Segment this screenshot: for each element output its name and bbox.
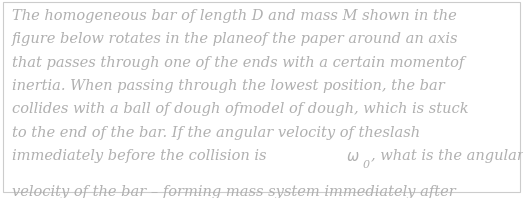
Text: velocity of the bar – forming mass system immediately after: velocity of the bar – forming mass syste… xyxy=(12,185,455,198)
Text: The homogeneous bar of length D and mass M shown in the: The homogeneous bar of length D and mass… xyxy=(12,9,456,23)
Text: , what is the angular: , what is the angular xyxy=(370,149,523,163)
Text: figure below rotates in the planeof the paper around an axis: figure below rotates in the planeof the … xyxy=(12,32,458,46)
Text: inertia. When passing through the lowest position, the bar: inertia. When passing through the lowest… xyxy=(12,79,444,93)
Text: immediately before the collision is: immediately before the collision is xyxy=(12,149,270,163)
Text: to the end of the bar. If the angular velocity of theslash: to the end of the bar. If the angular ve… xyxy=(12,126,419,140)
Text: $\it{\omega}$: $\it{\omega}$ xyxy=(346,149,359,164)
Text: 0: 0 xyxy=(362,160,369,170)
Text: that passes through one of the ends with a certain momentof: that passes through one of the ends with… xyxy=(12,56,464,70)
Text: collides with a ball of dough ofmodel of dough, which is stuck: collides with a ball of dough ofmodel of… xyxy=(12,102,468,116)
